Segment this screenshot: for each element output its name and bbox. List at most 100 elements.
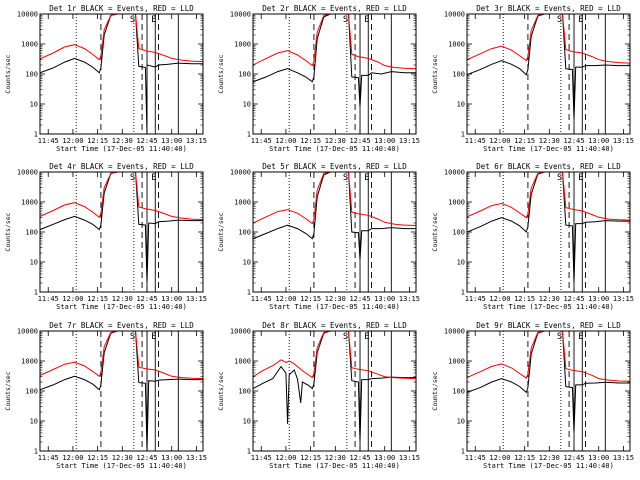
- x-tick-label: 13:15: [613, 137, 634, 145]
- detector-panel: Det 4r BLACK = Events, RED = LLD S E 1 10 100…: [4, 162, 207, 311]
- marker-label: S: [557, 332, 562, 342]
- x-tick-label: 11:45: [465, 454, 486, 462]
- panel-title: Det 8r BLACK = Events, RED = LLD: [262, 321, 407, 330]
- marker-label: E: [151, 15, 156, 25]
- x-tick-label: 13:15: [613, 454, 634, 462]
- x-axis-label: Start Time (17-Dec-05 11:40:40): [56, 462, 187, 470]
- events-series-line: [467, 172, 630, 284]
- events-series-line: [40, 331, 203, 451]
- y-tick-label: 100: [25, 71, 38, 79]
- x-tick-label: 12:30: [539, 137, 560, 145]
- y-tick-label: 1: [461, 448, 465, 456]
- lld-series-line: [467, 331, 630, 382]
- x-tick-label: 12:30: [112, 137, 133, 145]
- x-axis-label: Start Time (17-Dec-05 11:40:40): [483, 145, 614, 153]
- x-tick-label: 11:45: [38, 137, 59, 145]
- events-series-line: [253, 331, 416, 443]
- marker-label: E: [151, 173, 156, 183]
- x-tick-label: 12:00: [489, 454, 510, 462]
- x-axis-label: Start Time (17-Dec-05 11:40:40): [269, 303, 400, 311]
- lld-series-line: [253, 331, 416, 380]
- x-tick-label: 12:30: [539, 295, 560, 303]
- x-tick-label: 11:45: [38, 454, 59, 462]
- y-axis-label: Counts/sec: [431, 54, 439, 93]
- panel-title: Det 3r BLACK = Events, RED = LLD: [476, 4, 621, 13]
- marker-label: S: [557, 173, 562, 183]
- y-tick-label: 10: [243, 101, 251, 109]
- y-tick-label: 1: [247, 131, 251, 139]
- y-axis-label: Counts/sec: [4, 54, 12, 93]
- y-tick-label: 100: [452, 71, 465, 79]
- y-tick-label: 100: [238, 229, 251, 237]
- lld-series-line: [253, 14, 416, 70]
- y-axis-label: Counts/sec: [217, 371, 225, 410]
- events-series-line: [253, 14, 416, 107]
- x-tick-label: 13:15: [399, 137, 420, 145]
- x-tick-label: 12:30: [325, 137, 346, 145]
- panel-title: Det 1r BLACK = Events, RED = LLD: [49, 4, 194, 13]
- marker-label: E: [364, 173, 369, 183]
- y-tick-label: 10: [30, 259, 38, 267]
- marker-label: S: [343, 332, 348, 342]
- marker-label: E: [578, 173, 583, 183]
- lld-series-line: [40, 172, 203, 221]
- x-tick-label: 12:15: [300, 454, 321, 462]
- x-tick-label: 11:45: [38, 295, 59, 303]
- x-tick-label: 12:00: [62, 295, 83, 303]
- y-tick-label: 1: [34, 131, 38, 139]
- lld-series-line: [253, 172, 416, 226]
- x-tick-label: 13:15: [399, 454, 420, 462]
- y-tick-label: 10: [457, 101, 465, 109]
- x-tick-label: 13:15: [186, 454, 207, 462]
- y-tick-label: 10: [30, 101, 38, 109]
- marker-label: E: [364, 15, 369, 25]
- x-tick-label: 13:15: [613, 295, 634, 303]
- panel-title: Det 4r BLACK = Events, RED = LLD: [49, 162, 194, 171]
- panel-title: Det 5r BLACK = Events, RED = LLD: [262, 162, 407, 171]
- x-tick-label: 11:45: [251, 454, 272, 462]
- x-tick-label: 12:30: [112, 295, 133, 303]
- y-axis-label: Counts/sec: [431, 212, 439, 251]
- y-tick-label: 100: [25, 229, 38, 237]
- x-axis-label: Start Time (17-Dec-05 11:40:40): [269, 145, 400, 153]
- x-tick-label: 12:45: [349, 454, 370, 462]
- x-tick-label: 13:00: [374, 454, 395, 462]
- y-tick-label: 1000: [448, 41, 465, 49]
- x-tick-label: 12:45: [349, 295, 370, 303]
- y-tick-label: 100: [238, 388, 251, 396]
- y-tick-label: 10000: [444, 169, 465, 177]
- x-tick-label: 12:15: [87, 454, 108, 462]
- x-tick-label: 12:00: [62, 137, 83, 145]
- y-tick-label: 10000: [17, 169, 38, 177]
- marker-label: S: [343, 15, 348, 25]
- lld-series-line: [467, 14, 630, 64]
- detector-panel: Det 2r BLACK = Events, RED = LLD S E 1 10 100…: [217, 4, 420, 153]
- events-series-line: [40, 14, 203, 134]
- x-tick-label: 12:00: [275, 295, 296, 303]
- x-tick-label: 12:00: [489, 295, 510, 303]
- y-axis-label: Counts/sec: [217, 212, 225, 251]
- panel-title: Det 7r BLACK = Events, RED = LLD: [49, 321, 194, 330]
- events-series-line: [467, 331, 630, 433]
- y-tick-label: 10: [457, 418, 465, 426]
- x-tick-label: 11:45: [251, 295, 272, 303]
- x-tick-label: 13:15: [186, 295, 207, 303]
- x-tick-label: 11:45: [251, 137, 272, 145]
- x-tick-label: 12:45: [563, 295, 584, 303]
- x-tick-label: 12:15: [300, 295, 321, 303]
- events-series-line: [40, 172, 203, 284]
- detector-panel: Det 3r BLACK = Events, RED = LLD S E 1 10 100…: [431, 4, 634, 153]
- x-tick-label: 12:45: [136, 137, 157, 145]
- y-tick-label: 1000: [21, 199, 38, 207]
- y-tick-label: 10: [243, 418, 251, 426]
- marker-label: E: [578, 15, 583, 25]
- y-tick-label: 100: [452, 388, 465, 396]
- x-tick-label: 13:00: [161, 454, 182, 462]
- x-tick-label: 11:45: [465, 137, 486, 145]
- x-tick-label: 12:00: [275, 454, 296, 462]
- y-axis-label: Counts/sec: [217, 54, 225, 93]
- y-tick-label: 1000: [234, 199, 251, 207]
- lld-series-line: [40, 14, 203, 63]
- y-tick-label: 10: [30, 418, 38, 426]
